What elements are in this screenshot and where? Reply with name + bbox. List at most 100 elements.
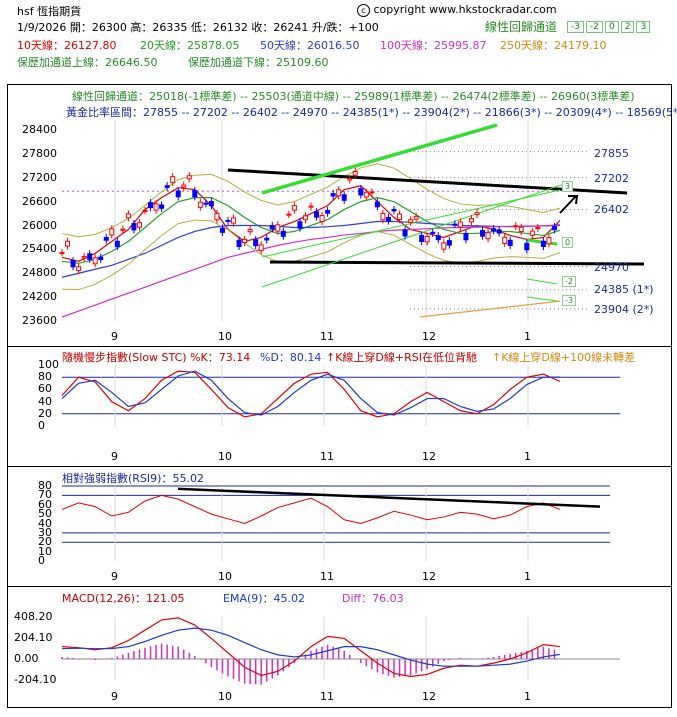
price-x-tick: 1	[524, 330, 531, 343]
candle-body	[148, 202, 154, 209]
ma250-line	[419, 300, 561, 318]
candle-body	[109, 228, 115, 236]
macd-x-tick: 9	[111, 690, 118, 703]
rsi-y-tick: 0	[38, 554, 45, 567]
stc-note-2: ↑K線上穿D線+100線未轉差	[492, 351, 636, 364]
candle-body	[330, 193, 336, 197]
stc-x-tick: 10	[218, 450, 232, 463]
candle-body	[286, 213, 292, 216]
candle-body	[358, 188, 364, 196]
candle-body	[98, 256, 104, 261]
candle-body	[413, 215, 419, 220]
candle-body	[236, 239, 242, 247]
rsi-y-tick: 50	[38, 507, 52, 521]
candle-body	[325, 209, 331, 214]
channel-mark-3: 3	[562, 181, 574, 192]
channel-button[interactable]: 0	[604, 21, 619, 33]
candle-body	[142, 209, 148, 212]
rsi-x-tick: 11	[320, 570, 334, 583]
candle-body	[502, 236, 508, 244]
stc-x-tick: 1	[524, 450, 531, 463]
price-x-tick: 12	[422, 330, 436, 343]
stc-x-tick: 11	[320, 450, 334, 463]
candle-body	[247, 229, 253, 233]
rsi-y-tick: 60	[38, 497, 52, 511]
candle-body	[419, 234, 425, 243]
copyright-text: c copyright www.hkstockradar.com	[357, 3, 557, 17]
bollinger-upper-label: 保歷加通道上線：26646.50	[17, 56, 158, 69]
level-label-24970: 24970	[594, 261, 629, 274]
channel-button[interactable]: -3	[567, 21, 584, 33]
macd-ema-line	[61, 627, 561, 667]
candle-body	[352, 171, 358, 176]
price-panel	[7, 84, 672, 348]
macd-line	[61, 617, 561, 678]
candle-body	[264, 237, 270, 241]
copyright-icon: c	[357, 4, 370, 17]
macd-x-tick: 12	[422, 690, 436, 703]
candle-body	[269, 225, 275, 230]
candle-body	[347, 178, 353, 181]
candle-body	[319, 214, 325, 223]
rsi-x-tick: 12	[422, 570, 436, 583]
stc-y-tick: 80	[38, 370, 52, 384]
candle-body	[225, 219, 231, 222]
channel-button[interactable]: 2	[620, 21, 635, 33]
macd-x-tick: 11	[320, 690, 334, 703]
up-arrow-icon: ↑	[492, 351, 502, 364]
trend-arrow-icon	[559, 195, 579, 214]
stc-note-1: ↑K線上穿D線+RSI在低位背馳	[326, 351, 477, 364]
candle-body	[242, 238, 248, 243]
candle-body	[153, 203, 159, 211]
candle-body	[302, 215, 308, 221]
candle-body	[391, 208, 397, 212]
candle-body	[468, 218, 474, 223]
bollinger-lower-label: 保歷加通道下線：25109.60	[188, 56, 329, 69]
macd-y-tick: 408.20	[14, 610, 53, 623]
stc-title: 隨機慢步指數(Slow STC) %K：73.14	[62, 351, 251, 364]
stc-y-tick: 60	[38, 382, 52, 396]
ma50-label: 50天線：26016.50	[260, 39, 360, 52]
regression-note: 線性回歸通道：25018(-1標準差) -- 25503(通道中線) -- 25…	[72, 90, 635, 103]
candle-body	[131, 223, 137, 231]
rsi-chart	[61, 485, 610, 561]
candle-body	[159, 204, 165, 209]
channel-mark-0: 0	[562, 237, 574, 248]
channel-button[interactable]: -2	[585, 21, 603, 33]
candle-body	[341, 194, 347, 201]
candle-body	[540, 240, 546, 247]
price-y-tick: 23600	[22, 314, 57, 327]
stc-d-line	[61, 370, 561, 416]
stc-chart	[61, 365, 620, 426]
candle-body	[253, 239, 259, 247]
price-y-tick: 28400	[22, 123, 57, 136]
candle-body	[546, 237, 552, 245]
candle-body	[203, 202, 209, 205]
candle-body	[336, 189, 342, 197]
rsi-x-tick: 9	[111, 570, 118, 583]
price-y-tick: 26600	[22, 194, 57, 208]
stc-x-tick: 12	[422, 450, 436, 463]
price-chart	[59, 120, 645, 321]
stc-k-line	[61, 370, 561, 418]
candle-body	[65, 240, 71, 247]
channel-button[interactable]: 3	[636, 21, 651, 33]
price-y-tick: 24200	[22, 290, 57, 304]
ma20-line	[61, 197, 561, 264]
candle-body	[524, 242, 530, 251]
candle-body	[491, 228, 497, 232]
support-trendline	[269, 260, 645, 266]
candle-body	[186, 175, 192, 180]
price-x-tick: 10	[218, 330, 232, 343]
channel-neg2-line	[526, 278, 558, 285]
channel-top-line	[261, 123, 498, 195]
candle-body	[518, 226, 524, 232]
candle-body	[214, 212, 220, 221]
level-label-26402: 26402	[594, 203, 629, 216]
candle-body	[380, 212, 386, 221]
price-y-tick: 26000	[22, 218, 57, 232]
candle-body	[70, 259, 76, 268]
candle-body	[457, 221, 463, 228]
macd-x-tick: 1	[524, 690, 531, 703]
price-x-tick: 11	[320, 330, 334, 343]
